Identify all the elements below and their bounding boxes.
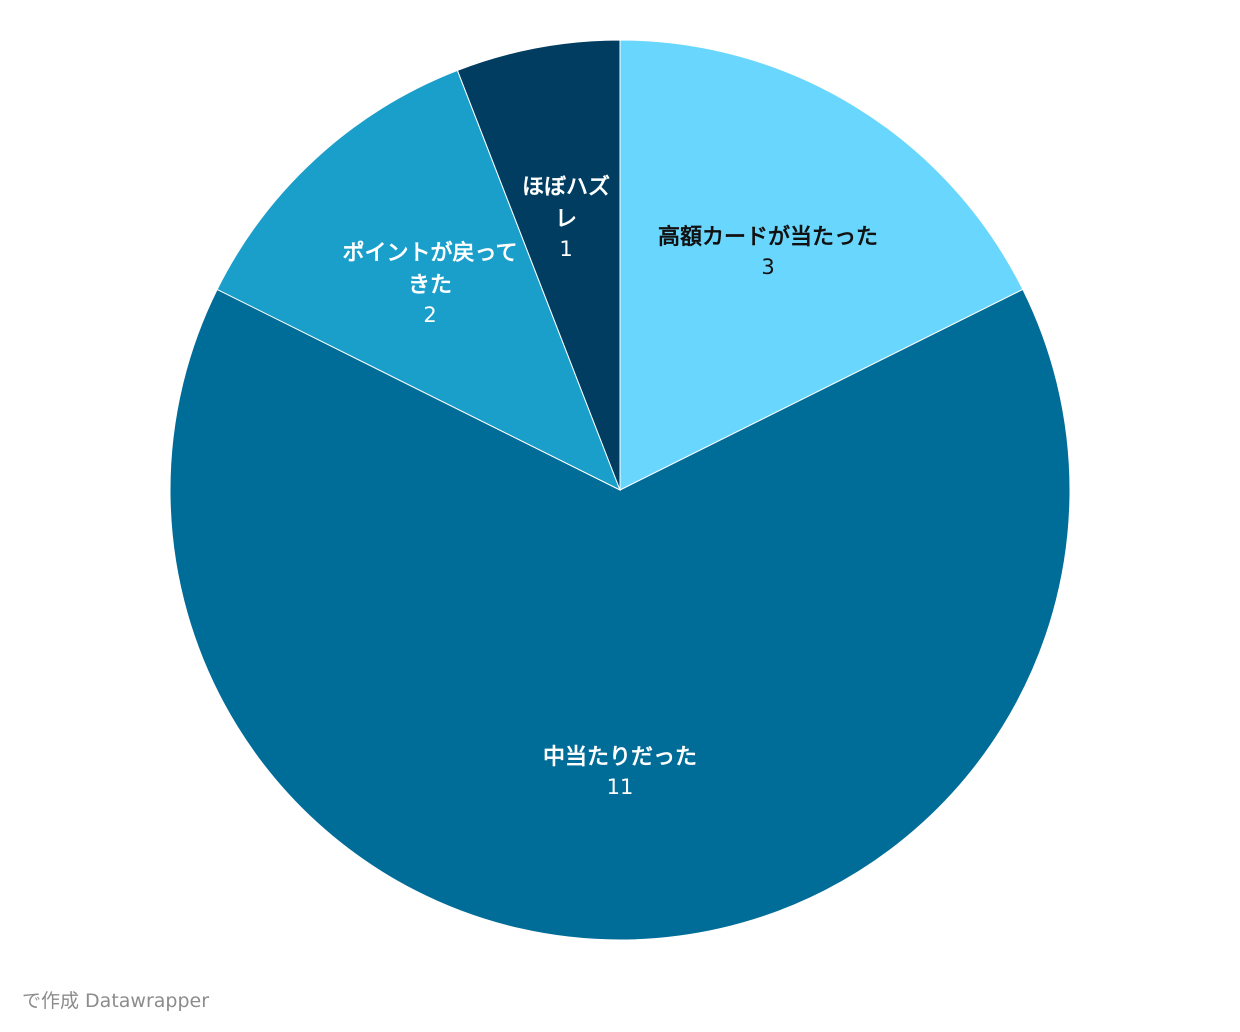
pie-slice (456, 39, 621, 491)
pie-slices (169, 39, 1071, 941)
pie-labels: 高額カードが当たった 3 中当たりだった 11 ポイントが戻ってきた 2 ほぼハズレ 1 (343, 174, 878, 799)
slice-label-line: 中当たりだった (543, 745, 697, 770)
pie-slice (216, 69, 621, 492)
slice-label-line: きた (408, 273, 452, 298)
slice-value: 1 (559, 237, 572, 261)
pie-slice (619, 39, 1024, 491)
slice-label: 中当たりだった (543, 745, 697, 770)
slice-label-line: 高額カードが当たった (658, 224, 878, 250)
slice-label-line: ポイントが戻って (343, 240, 518, 266)
slice-value: 3 (761, 255, 774, 279)
slice-value: 11 (607, 775, 634, 799)
slice-label: ほぼハズレ (522, 174, 610, 232)
chart-credit: で作成 Datawrapper (22, 990, 210, 1012)
slice-label: 高額カードが当たった (658, 224, 878, 250)
slice-label-line: レ (555, 207, 577, 232)
slice-label: ポイントが戻ってきた (343, 240, 518, 298)
slice-label-line: ほぼハズ (522, 174, 610, 200)
slice-value: 2 (423, 303, 436, 327)
pie-slice (169, 288, 1071, 941)
